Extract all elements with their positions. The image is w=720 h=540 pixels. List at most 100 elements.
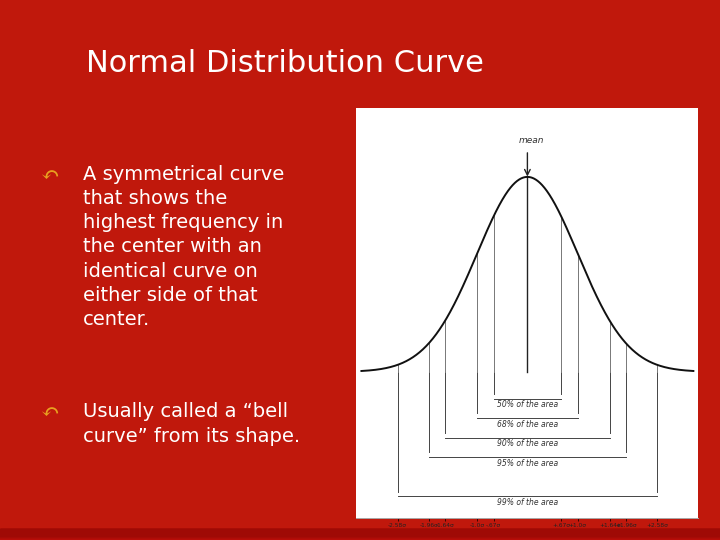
Bar (0, 531, 720, 536)
Bar (0, 530, 720, 536)
Bar (0, 532, 720, 538)
Bar (0, 530, 720, 535)
Bar (0, 534, 720, 539)
Bar (0, 532, 720, 538)
Bar (0, 529, 720, 535)
Bar (0, 531, 720, 537)
Bar (0, 530, 720, 536)
Bar (0, 533, 720, 538)
Bar (0, 529, 720, 535)
Bar (0, 533, 720, 538)
Bar (0, 532, 720, 538)
Text: Normal Distribution Curve: Normal Distribution Curve (86, 49, 485, 78)
Bar (0, 533, 720, 538)
Bar (0, 530, 720, 536)
Bar (0, 534, 720, 539)
Bar (0, 531, 720, 537)
Bar (0, 529, 720, 535)
Bar (0, 534, 720, 539)
Bar (0, 531, 720, 536)
Bar (0, 534, 720, 539)
Bar (0, 530, 720, 535)
Bar (0, 534, 720, 539)
Bar (0, 535, 720, 540)
Text: 99% of the area: 99% of the area (497, 498, 558, 507)
Bar (0, 535, 720, 540)
Bar (0, 534, 720, 539)
Text: ↶: ↶ (40, 165, 58, 187)
Bar (0, 534, 720, 539)
Text: ↶: ↶ (40, 402, 58, 424)
Text: 50% of the area: 50% of the area (497, 400, 558, 409)
Bar (0, 534, 720, 539)
Bar (0, 532, 720, 537)
Bar (0, 530, 720, 535)
Bar (0, 531, 720, 537)
Bar (0, 534, 720, 539)
Bar (0, 531, 720, 537)
Bar (0, 530, 720, 535)
Bar (0, 534, 720, 539)
Bar (0, 530, 720, 536)
Bar (0, 532, 720, 537)
Bar (0, 530, 720, 535)
Bar (0, 535, 720, 540)
Bar (0, 534, 720, 539)
Bar (0, 531, 720, 537)
Bar (0, 530, 720, 536)
Bar (0, 535, 720, 540)
Bar (0, 532, 720, 538)
Bar (0, 530, 720, 536)
Bar (0, 534, 720, 539)
Bar (0, 531, 720, 536)
Bar (0, 531, 720, 536)
Bar (0, 530, 720, 536)
Bar (0, 534, 720, 539)
Bar (0, 531, 720, 537)
Bar (0, 532, 720, 538)
Bar (0, 532, 720, 538)
Bar (0, 531, 720, 537)
Bar (0, 532, 720, 538)
Text: 95% of the area: 95% of the area (497, 459, 558, 468)
Text: Usually called a “bell
curve” from its shape.: Usually called a “bell curve” from its s… (83, 402, 300, 446)
Bar (0, 529, 720, 535)
Bar (0, 533, 720, 538)
Bar (0, 533, 720, 538)
Bar (0, 530, 720, 536)
Bar (0, 532, 720, 537)
Bar (0, 530, 720, 536)
Bar (0, 531, 720, 536)
Bar (0, 531, 720, 536)
Bar (0, 534, 720, 539)
Bar (0, 534, 720, 539)
Bar (0, 530, 720, 535)
Bar (0, 532, 720, 537)
Bar (0, 535, 720, 540)
Bar (0, 534, 720, 539)
Bar (0, 532, 720, 537)
Bar (0, 535, 720, 540)
Text: 90% of the area: 90% of the area (497, 439, 558, 448)
Bar (0, 530, 720, 536)
Bar (0, 534, 720, 539)
Bar (0, 531, 720, 536)
Bar (0, 534, 720, 539)
Bar (0, 531, 720, 537)
Bar (0, 532, 720, 537)
Bar (0, 531, 720, 537)
Bar (0, 532, 720, 538)
Text: mean: mean (518, 136, 544, 145)
Text: A symmetrical curve
that shows the
highest frequency in
the center with an
ident: A symmetrical curve that shows the highe… (83, 165, 284, 329)
Bar (0, 534, 720, 539)
Bar (0, 532, 720, 538)
Bar (0, 534, 720, 539)
Bar (0, 529, 720, 535)
Bar (0, 533, 720, 538)
Bar (0, 532, 720, 537)
Bar (0, 532, 720, 538)
Bar (0, 530, 720, 535)
Bar (0, 533, 720, 538)
Bar (0, 532, 720, 537)
Bar (0, 532, 720, 537)
